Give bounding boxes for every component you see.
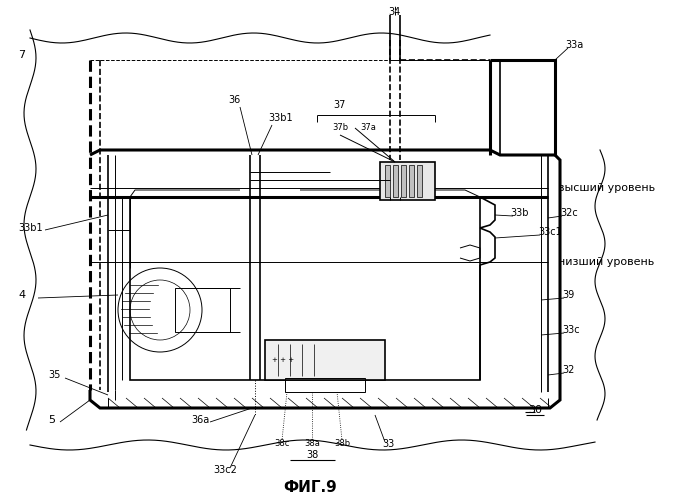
Text: 35: 35 — [48, 370, 60, 380]
Text: 33b: 33b — [510, 208, 529, 218]
Text: 36: 36 — [228, 95, 240, 105]
Bar — [401, 165, 406, 197]
Text: 5: 5 — [48, 415, 55, 425]
Text: 38: 38 — [306, 450, 318, 460]
Text: 39: 39 — [562, 290, 574, 300]
Text: 33c1: 33c1 — [538, 227, 561, 237]
Text: 38c: 38c — [274, 440, 289, 448]
Text: 7: 7 — [18, 50, 25, 60]
Bar — [265, 340, 385, 380]
Bar — [409, 165, 414, 197]
Text: 33c2: 33c2 — [213, 465, 237, 475]
Text: 32: 32 — [562, 365, 575, 375]
Text: высший уровень: высший уровень — [558, 183, 655, 193]
Text: 38a: 38a — [304, 440, 320, 448]
Bar — [393, 165, 398, 197]
Bar — [417, 165, 422, 197]
Bar — [385, 165, 390, 197]
Text: 33: 33 — [382, 439, 394, 449]
Text: 33c: 33c — [562, 325, 579, 335]
Bar — [285, 378, 365, 392]
Text: 34: 34 — [388, 7, 400, 17]
Text: низший уровень: низший уровень — [558, 257, 654, 267]
Text: 33a: 33a — [565, 40, 583, 50]
Text: 33b1: 33b1 — [18, 223, 42, 233]
Text: 36a: 36a — [191, 415, 209, 425]
Text: + + +: + + + — [272, 357, 294, 363]
Text: 37b: 37b — [332, 124, 348, 132]
Text: 37a: 37a — [360, 124, 376, 132]
Text: 4: 4 — [18, 290, 25, 300]
Bar — [380, 162, 435, 200]
Text: 38b: 38b — [334, 440, 350, 448]
Text: 37: 37 — [334, 100, 346, 110]
Text: 30: 30 — [528, 405, 542, 415]
Bar — [175, 288, 230, 332]
Text: 32c: 32c — [560, 208, 577, 218]
Text: ФИГ.9: ФИГ.9 — [283, 480, 337, 496]
Text: 33b1: 33b1 — [268, 113, 293, 123]
